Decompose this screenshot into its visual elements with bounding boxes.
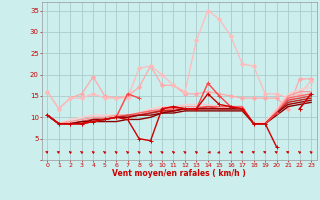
X-axis label: Vent moyen/en rafales ( km/h ): Vent moyen/en rafales ( km/h ) xyxy=(112,169,246,178)
